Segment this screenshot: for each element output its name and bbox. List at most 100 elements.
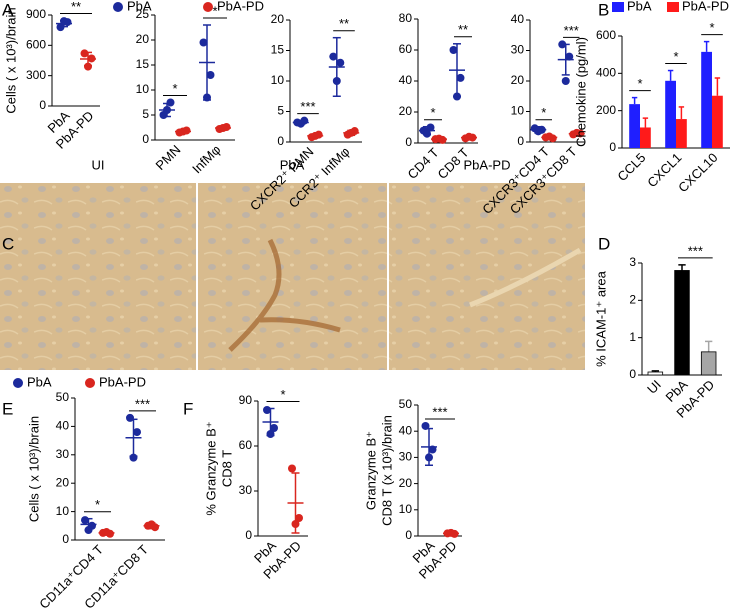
y-tick-label: 400	[596, 66, 616, 80]
legend-label: PbA	[127, 0, 152, 13]
data-point	[311, 131, 320, 140]
panel-label: C	[2, 234, 14, 253]
panel-label: A	[2, 0, 14, 19]
data-point	[266, 430, 275, 438]
vessel	[228, 238, 341, 352]
data-point	[332, 77, 341, 85]
significance-label: *	[95, 497, 100, 512]
data-point	[163, 106, 171, 114]
y-axis-label: Cells ( x 10³)/brain	[3, 7, 18, 113]
significance-label: ***	[688, 243, 703, 258]
data-point	[133, 428, 141, 437]
y-tick-label: 60	[399, 42, 413, 56]
y-tick-label: 0	[405, 528, 412, 542]
data-point	[270, 424, 278, 432]
data-point	[129, 453, 138, 462]
y-tick-label: 10	[136, 82, 150, 96]
data-point	[87, 54, 96, 63]
y-tick-label: 5	[277, 104, 284, 118]
x-tick-label: CCL5	[614, 150, 648, 184]
panel-label: E	[2, 399, 13, 418]
micrograph-label: PbA-PD	[464, 157, 511, 172]
significance-label: *	[172, 81, 177, 96]
data-point	[435, 134, 443, 143]
micrograph-label: PbA	[280, 157, 305, 172]
x-tick-label: UI	[644, 377, 664, 397]
y-tick-label: 50	[56, 390, 70, 404]
y-tick-label: 10	[271, 73, 285, 87]
y-axis-label: Cells ( x 10³)/brain	[26, 416, 41, 522]
y-axis-label: CD8 T (x 10³)/brain	[379, 415, 394, 526]
bar	[712, 95, 723, 148]
y-tick-label: 1	[629, 330, 636, 344]
y-tick-label: 20	[399, 476, 413, 490]
panel-label: D	[598, 234, 610, 253]
legend-swatch	[113, 2, 123, 12]
y-tick-label: 40	[399, 73, 413, 87]
significance-label: *	[212, 3, 217, 18]
legend-label: PbA-PD	[682, 0, 729, 13]
data-point	[102, 528, 111, 537]
data-point	[456, 73, 465, 82]
y-tick-label: 3	[629, 255, 636, 269]
data-point	[199, 38, 208, 47]
y-tick-label: 80	[399, 11, 413, 25]
data-point	[206, 71, 215, 79]
data-point	[80, 49, 89, 58]
data-point	[219, 124, 227, 132]
significance-label: ***	[135, 396, 150, 411]
y-tick-label: 10	[56, 504, 70, 518]
y-tick-label: 20	[271, 12, 285, 26]
micrograph-label: UI	[92, 157, 105, 172]
bar	[700, 351, 717, 376]
bar	[701, 51, 712, 148]
micrographs: UI PbA PbA-PD	[0, 157, 585, 370]
data-point	[426, 123, 435, 132]
bar	[647, 371, 664, 376]
significance-label: *	[709, 20, 714, 35]
y-tick-label: 0	[142, 132, 149, 146]
data-point	[545, 132, 554, 141]
y-tick-label: 5	[142, 107, 149, 121]
legend-swatch	[203, 2, 213, 12]
micrograph	[0, 183, 196, 370]
y-tick-label: 0	[517, 134, 524, 148]
y-axis-label: Granzyme B⁺	[363, 431, 378, 510]
significance-label: *	[673, 49, 678, 64]
data-point	[84, 526, 93, 535]
y-tick-label: 600	[596, 28, 616, 42]
panel-label: B	[598, 0, 609, 19]
data-point	[179, 127, 187, 136]
legend-swatch	[85, 378, 95, 388]
y-tick-label: 20	[56, 475, 70, 489]
significance-label: **	[458, 22, 468, 37]
y-tick-label: 900	[26, 7, 46, 21]
data-point	[428, 445, 437, 454]
data-point	[288, 464, 296, 473]
y-tick-label: 20	[399, 104, 413, 118]
significance-label: *	[280, 387, 285, 402]
data-point	[565, 52, 574, 61]
panel-label: F	[183, 399, 193, 418]
data-point	[296, 119, 305, 128]
data-point	[126, 413, 134, 422]
y-tick-label: 30	[511, 43, 525, 57]
y-tick-label: 0	[39, 98, 46, 112]
data-point	[203, 93, 211, 102]
legend-label: PbA	[627, 0, 652, 13]
data-point	[421, 421, 430, 430]
bar	[640, 127, 651, 148]
bar	[629, 104, 640, 148]
micrograph	[389, 183, 585, 370]
significance-label: *	[541, 105, 546, 120]
y-tick-label: 15	[271, 43, 285, 57]
data-point	[56, 23, 65, 32]
data-point	[81, 516, 89, 525]
legend-label: PbA-PD	[99, 374, 146, 389]
data-point	[423, 129, 431, 138]
y-axis-label: CD8 T	[219, 450, 234, 487]
significance-label: *	[637, 76, 642, 91]
y-tick-label: 60	[239, 438, 253, 452]
data-point	[84, 62, 92, 71]
